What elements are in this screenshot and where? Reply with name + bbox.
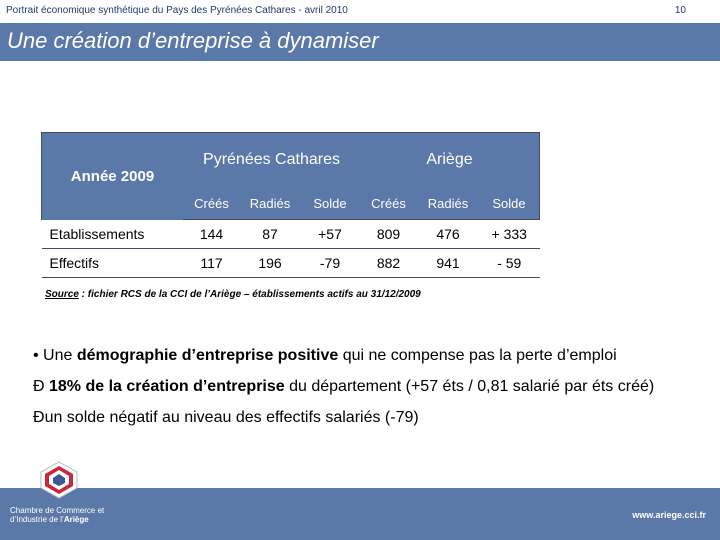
subheader-radies: Radiés bbox=[240, 187, 300, 220]
source-text: : fichier RCS de la CCI de l’Ariège – ét… bbox=[78, 289, 421, 300]
arrow-icon: Ð bbox=[33, 409, 45, 426]
bullet-prefix: • Une bbox=[33, 347, 77, 364]
table-cell: + 333 bbox=[479, 219, 540, 249]
table-cell: - 59 bbox=[479, 248, 540, 278]
table-cell: 196 bbox=[240, 248, 300, 278]
bullet-text: un solde négatif au niveau des effectifs… bbox=[44, 409, 419, 426]
organization-name: Chambre de Commerce et d’Industrie de l’… bbox=[10, 506, 104, 524]
group-header-pyrenees-cathares: Pyrénées Cathares bbox=[183, 132, 360, 187]
subheader-crees: Créés bbox=[360, 187, 417, 220]
row-label-effectifs: Effectifs bbox=[41, 248, 183, 278]
table-row: Etablissements 144 87 +57 809 476 + 333 bbox=[41, 219, 540, 249]
org-emphasis: Ariège bbox=[63, 515, 89, 524]
table-cell: 476 bbox=[417, 219, 479, 249]
website-url: www.ariege.cci.fr bbox=[632, 510, 706, 520]
table-corner-label: Année 2009 bbox=[41, 132, 183, 220]
top-bar: Portrait économique synthétique du Pays … bbox=[0, 0, 720, 22]
table-cell: 941 bbox=[417, 248, 479, 278]
table-cell: +57 bbox=[300, 219, 360, 249]
table-row: Effectifs 117 196 -79 882 941 - 59 bbox=[41, 248, 540, 278]
bullet-list: • Une démographie d’entreprise positive … bbox=[33, 346, 703, 439]
subheader-radies: Radiés bbox=[417, 187, 479, 220]
table-cell: 87 bbox=[240, 219, 300, 249]
page-number: 10 bbox=[674, 5, 686, 16]
arrow-icon: Ð bbox=[33, 378, 45, 395]
org-line-2: d’Industrie de l’ bbox=[10, 515, 64, 524]
table-cell: 144 bbox=[183, 219, 240, 249]
subheader-solde: Solde bbox=[479, 187, 540, 220]
bullet-emphasis: démographie d’entreprise positive bbox=[76, 347, 339, 364]
table-cell: -79 bbox=[300, 248, 360, 278]
source-note: Source : fichier RCS de la CCI de l’Ariè… bbox=[45, 289, 421, 300]
document-title: Portrait économique synthétique du Pays … bbox=[6, 5, 348, 16]
table-cell: 117 bbox=[183, 248, 240, 278]
title-band: Une création d’entreprise à dynamiser bbox=[0, 23, 720, 61]
org-line-1: Chambre de Commerce et bbox=[10, 506, 105, 515]
bullet-item: Ð 18% de la création d’entreprise du dép… bbox=[33, 377, 703, 397]
cci-logo-icon bbox=[40, 461, 78, 499]
bullet-emphasis: 18% de la création d’entreprise bbox=[44, 378, 285, 395]
row-label-etablissements: Etablissements bbox=[41, 219, 183, 249]
bullet-item: Ðun solde négatif au niveau des effectif… bbox=[33, 408, 703, 428]
slide-title: Une création d’entreprise à dynamiser bbox=[7, 28, 379, 53]
table-cell: 809 bbox=[360, 219, 417, 249]
footer-band: Chambre de Commerce et d’Industrie de l’… bbox=[0, 488, 720, 540]
group-header-ariege: Ariège bbox=[360, 132, 540, 187]
bullet-text: du département (+57 éts / 0,81 salarié p… bbox=[284, 378, 655, 395]
bullet-text: qui ne compense pas la perte d’emploi bbox=[338, 347, 617, 364]
subheader-solde: Solde bbox=[300, 187, 360, 220]
source-label: Source bbox=[45, 289, 79, 300]
subheader-crees: Créés bbox=[183, 187, 240, 220]
table-cell: 882 bbox=[360, 248, 417, 278]
bullet-item: • Une démographie d’entreprise positive … bbox=[33, 346, 703, 366]
data-table: Année 2009 Pyrénées Cathares Ariège Créé… bbox=[41, 132, 540, 278]
